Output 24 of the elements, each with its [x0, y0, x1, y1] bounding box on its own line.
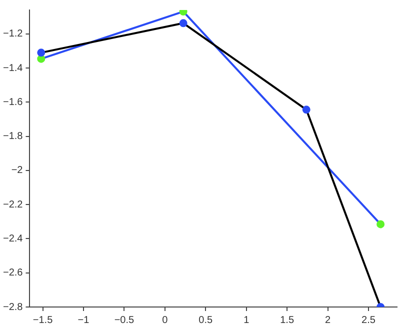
y-tick-label: −1.6 [2, 96, 24, 108]
x-tick-label: −1 [78, 314, 90, 326]
x-tick-label: 2 [325, 314, 331, 326]
y-tick-label: −2.4 [2, 233, 24, 244]
point [376, 220, 385, 228]
point [37, 54, 46, 63]
x-tick-label: 1 [244, 314, 250, 326]
y-tick-label: −1.2 [2, 28, 24, 40]
point [302, 106, 310, 114]
x-tick-label: −1.5 [32, 314, 54, 326]
y-tick-label: −1.8 [2, 131, 24, 142]
y-tick-label: −2 [11, 165, 24, 176]
x-tick-label: −0.5 [114, 314, 135, 326]
x-tick-label: 1.5 [280, 314, 294, 326]
x-tick-label: 2.5 [362, 314, 376, 326]
point [179, 19, 188, 28]
point [37, 48, 46, 57]
y-tick-label: −2.6 [2, 268, 24, 279]
x-tick-label: 0.5 [198, 314, 214, 326]
point [179, 10, 188, 16]
y-tick-label: −1.4 [2, 62, 24, 74]
y-tick-label: −2.2 [2, 199, 24, 210]
y-tick-label: −2.8 [2, 302, 24, 313]
x-tick-label: 0 [162, 314, 168, 326]
